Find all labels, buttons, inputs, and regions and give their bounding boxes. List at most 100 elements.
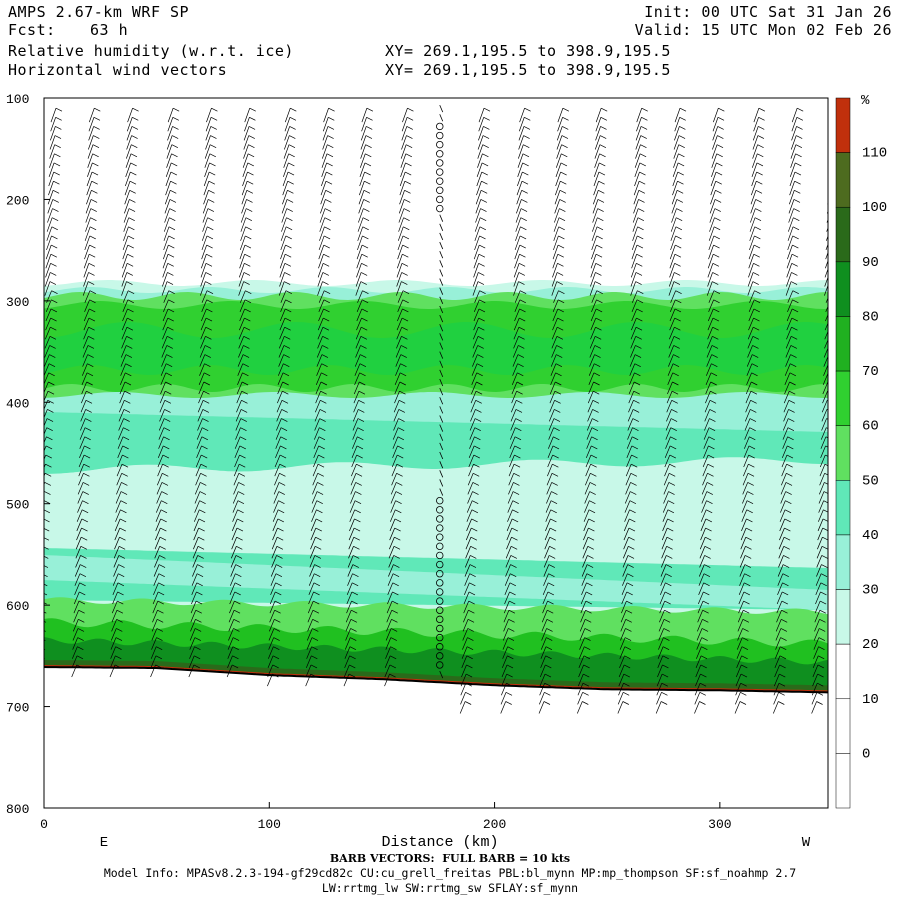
barb-flag	[746, 509, 753, 514]
barb-tick	[439, 378, 444, 387]
barb-flag	[84, 436, 91, 441]
barb-shaft	[126, 135, 132, 150]
barb-shaft	[556, 144, 562, 159]
barb-shaft	[467, 491, 473, 504]
barb-shaft	[237, 372, 243, 386]
calm-circle	[436, 506, 444, 514]
barb-shaft	[740, 537, 747, 550]
barb-shaft	[703, 445, 709, 459]
barb-shaft	[232, 509, 238, 522]
barb-flag	[280, 436, 287, 441]
barb-flag	[357, 418, 365, 422]
barb-shaft	[581, 573, 588, 586]
barb-shaft	[618, 683, 624, 696]
barb-shaft	[355, 281, 362, 296]
barb-shaft	[162, 327, 168, 340]
barb-flag	[392, 591, 399, 596]
barb-flag	[314, 555, 322, 559]
barb-shaft	[156, 500, 162, 513]
barb-shaft	[275, 445, 281, 459]
barb-shaft	[623, 527, 630, 541]
barb-flag	[472, 491, 479, 495]
barb-shaft	[400, 144, 407, 159]
barb-flag	[317, 463, 325, 468]
barb-flag	[557, 326, 564, 331]
barb-flag	[361, 253, 368, 258]
barb-shaft	[283, 153, 290, 168]
barb-shaft	[589, 336, 596, 349]
barb-shaft	[82, 354, 88, 367]
barb-shaft	[401, 126, 408, 141]
barb-flag	[597, 199, 605, 203]
barb-shaft	[618, 673, 625, 687]
barb-shaft	[111, 619, 117, 632]
barb-shaft	[578, 655, 585, 668]
barb-shaft	[813, 637, 820, 650]
barb-shaft	[702, 464, 709, 477]
barb-flag	[195, 619, 202, 623]
barb-shaft	[791, 126, 797, 141]
barb-shaft	[308, 582, 315, 595]
barb-flag	[352, 582, 359, 587]
barb-shaft	[392, 436, 399, 449]
x-axis-title: Distance (km)	[381, 834, 498, 851]
barb-flag	[203, 390, 210, 395]
barb-shaft	[74, 582, 80, 595]
barb-flag	[549, 527, 557, 532]
barb-shaft	[517, 153, 524, 168]
barb-flag	[244, 299, 252, 304]
barb-shaft	[385, 637, 392, 650]
barb-flag	[706, 500, 713, 504]
barb-flag	[396, 463, 404, 468]
barb-flag	[156, 646, 163, 651]
barb-flag	[168, 290, 175, 295]
barb-flag	[361, 317, 368, 322]
barb-flag	[172, 116, 179, 121]
barb-shaft	[740, 527, 747, 541]
barb-flag	[713, 299, 720, 304]
barb-shaft	[127, 108, 133, 123]
barb-flag	[817, 673, 824, 678]
barb-shaft	[319, 226, 325, 241]
barb-flag	[398, 418, 405, 422]
barb-flag	[121, 472, 128, 477]
barb-shaft	[582, 546, 589, 559]
barb-shaft	[71, 664, 78, 678]
barb-flag	[320, 399, 327, 404]
barb-shaft	[284, 108, 291, 123]
barb-flag	[156, 637, 163, 641]
barb-flag	[543, 701, 551, 705]
barb-tick	[439, 278, 444, 286]
barb-flag	[284, 281, 291, 285]
barb-flag	[84, 427, 92, 431]
barb-shaft	[83, 254, 90, 269]
barb-shaft	[476, 181, 482, 196]
barb-flag	[552, 454, 559, 459]
barb-shaft	[44, 345, 50, 358]
barb-shaft	[541, 619, 548, 632]
barb-flag	[660, 701, 668, 705]
barb-shaft	[738, 600, 744, 614]
barb-shaft	[586, 436, 592, 449]
barb-flag	[159, 555, 166, 559]
barb-shaft	[45, 317, 51, 331]
barb-flag	[129, 199, 136, 203]
barb-shaft	[474, 235, 480, 251]
barb-flag	[821, 555, 828, 559]
barb-shaft	[195, 454, 202, 468]
barb-flag	[206, 308, 213, 313]
barb-shaft	[624, 500, 631, 513]
barb-flag	[715, 189, 722, 194]
barb-shaft	[237, 354, 244, 367]
barb-shaft	[546, 473, 553, 486]
barb-flag	[550, 518, 557, 523]
barb-shaft	[819, 464, 826, 477]
barb-shaft	[671, 208, 677, 223]
barb-flag	[716, 153, 723, 158]
barb-shaft	[73, 591, 80, 605]
barb-flag	[466, 655, 473, 660]
barb-flag	[127, 299, 135, 304]
barb-flag	[592, 418, 599, 422]
barb-shaft	[577, 683, 584, 696]
barb-flag	[754, 217, 762, 221]
